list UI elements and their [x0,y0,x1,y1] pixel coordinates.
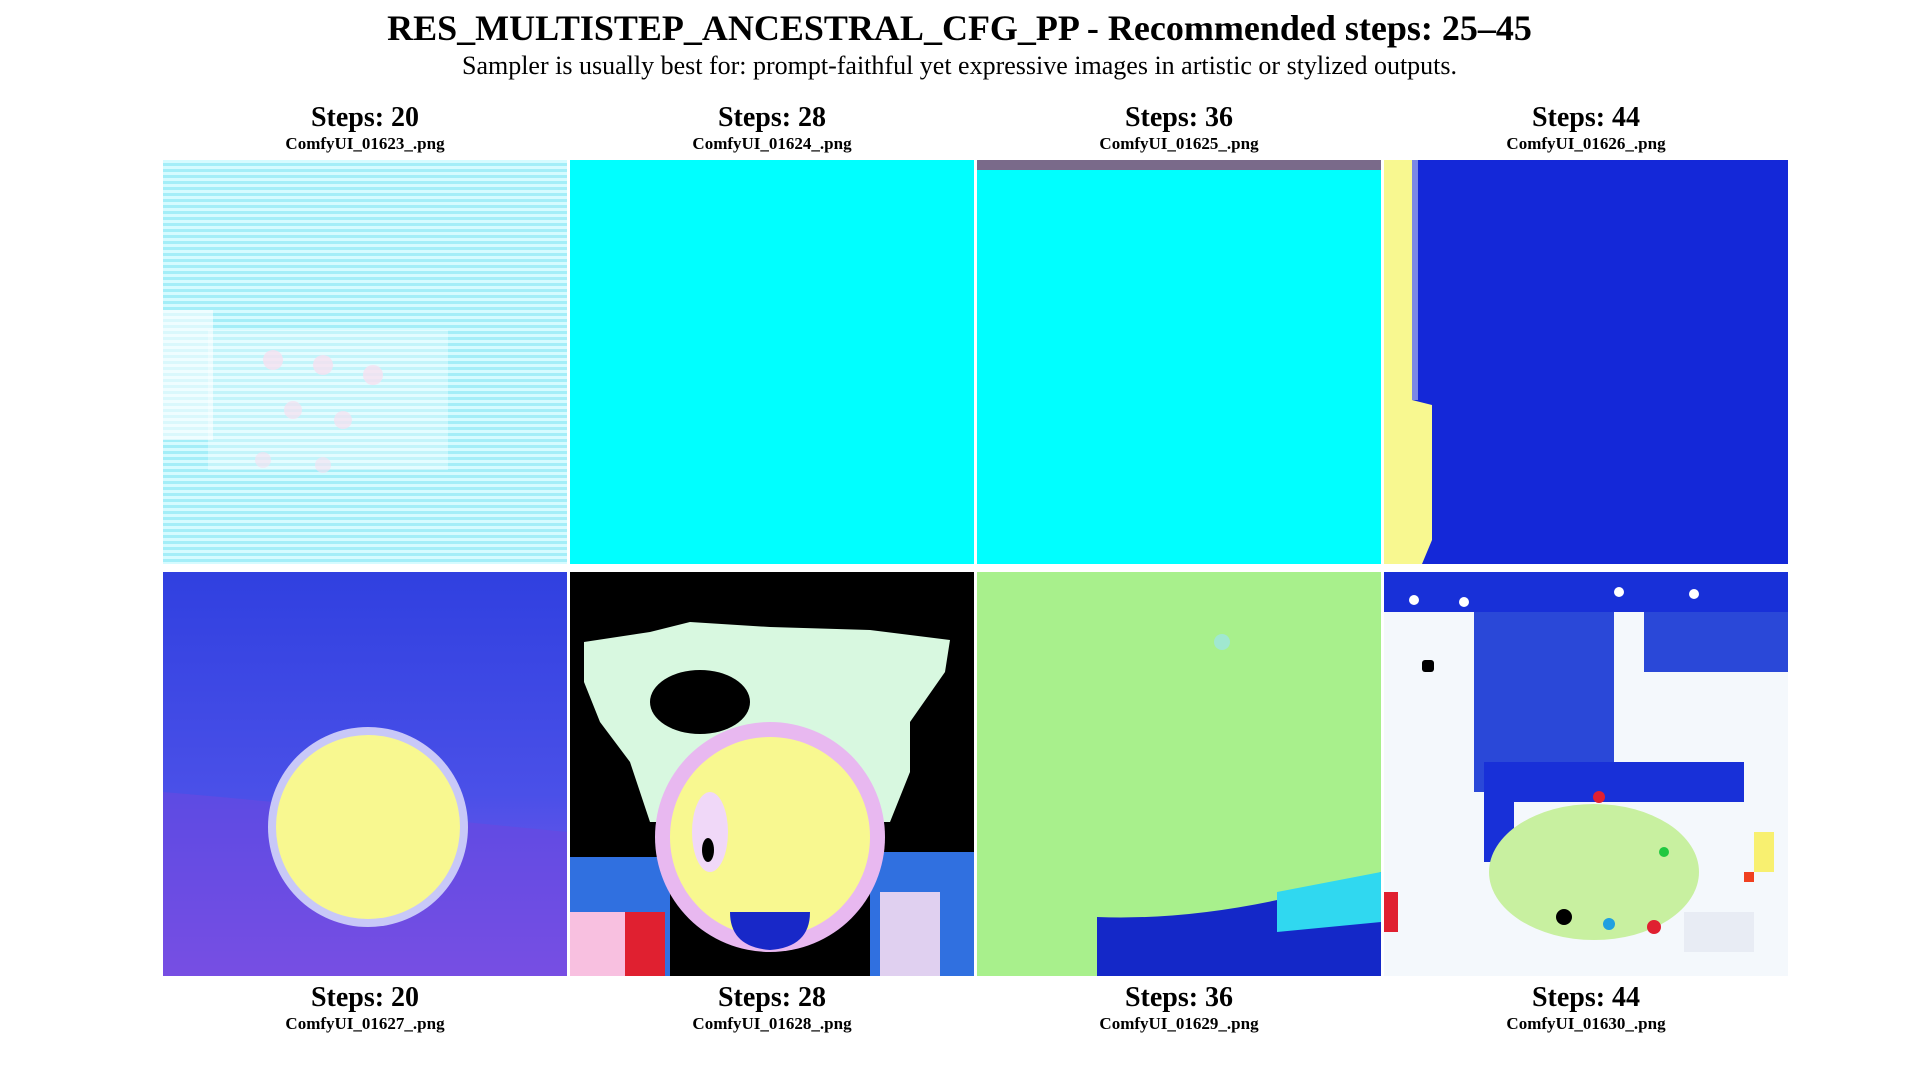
image-tile-r1-c3 [977,160,1381,564]
steps-label: Steps: 44 [1531,982,1641,1013]
steps-label: Steps: 44 [1531,102,1641,133]
generated-image [570,160,974,564]
caption-r1-c1: Steps: 20 ComfyUI_01623_.png [163,102,567,154]
filename-label: ComfyUI_01626_.png [1506,134,1666,153]
steps-label: Steps: 20 [310,102,420,133]
image-tile-r1-c2 [570,160,974,564]
generated-image [163,572,567,976]
steps-label: Steps: 28 [717,102,827,133]
image-tile-r1-c1 [163,160,567,564]
caption-r2-c1: Steps: 20 ComfyUI_01627_.png [163,982,567,1034]
filename-label: ComfyUI_01627_.png [285,1014,445,1033]
image-tile-r1-c4 [1384,160,1788,564]
filename-label: ComfyUI_01628_.png [692,1014,852,1033]
caption-r1-c2: Steps: 28 ComfyUI_01624_.png [570,102,974,154]
steps-label: Steps: 28 [717,982,827,1013]
steps-label: Steps: 36 [1124,982,1234,1013]
caption-r2-c2: Steps: 28 ComfyUI_01628_.png [570,982,974,1034]
caption-r2-c4: Steps: 44 ComfyUI_01630_.png [1384,982,1788,1034]
filename-label: ComfyUI_01623_.png [285,134,445,153]
generated-image [570,572,974,976]
generated-image [977,572,1381,976]
filename-label: ComfyUI_01630_.png [1506,1014,1666,1033]
page-title: RES_MULTISTEP_ANCESTRAL_CFG_PP - Recomme… [387,8,1532,48]
image-tile-r2-c3 [977,572,1381,976]
steps-label: Steps: 20 [310,982,420,1013]
filename-label: ComfyUI_01625_.png [1099,134,1259,153]
caption-r1-c4: Steps: 44 ComfyUI_01626_.png [1384,102,1788,154]
steps-label: Steps: 36 [1124,102,1234,133]
filename-label: ComfyUI_01629_.png [1099,1014,1259,1033]
caption-r1-c3: Steps: 36 ComfyUI_01625_.png [977,102,1381,154]
image-tile-r2-c2 [570,572,974,976]
generated-image [977,160,1381,564]
page-subtitle: Sampler is usually best for: prompt-fait… [461,51,1458,80]
generated-image [163,160,567,564]
filename-label: ComfyUI_01624_.png [692,134,852,153]
image-tile-r2-c1 [163,572,567,976]
caption-r2-c3: Steps: 36 ComfyUI_01629_.png [977,982,1381,1034]
generated-image [1384,160,1788,564]
generated-image [1384,572,1788,976]
image-tile-r2-c4 [1384,572,1788,976]
